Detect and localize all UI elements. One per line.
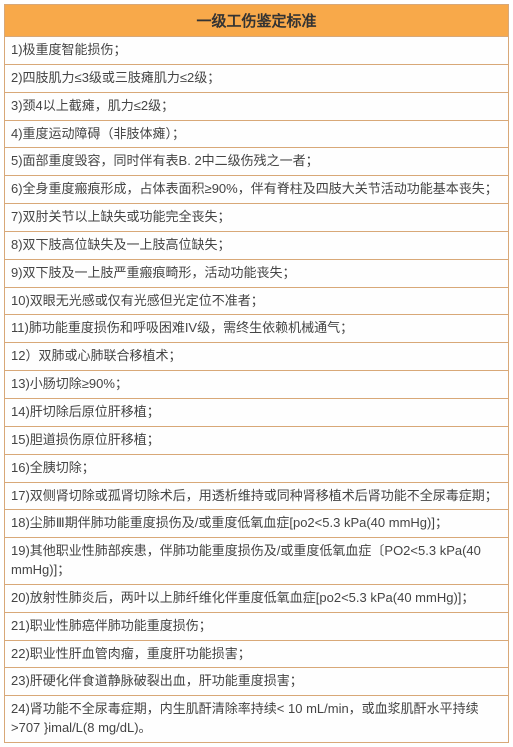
table-row: 24)肾功能不全尿毒症期，内生肌酐清除率持续< 10 mL/min，或血浆肌酐水… (5, 696, 508, 742)
table-row: 20)放射性肺炎后，两叶以上肺纤维化伴重度低氧血症[po2<5.3 kPa(40… (5, 585, 508, 613)
table-row: 11)肺功能重度损伤和呼吸困难IV级，需终生依赖机械通气； (5, 315, 508, 343)
table-row: 6)全身重度瘢痕形成，占体表面积≥90%，伴有脊柱及四肢大关节活动功能基本丧失； (5, 176, 508, 204)
table-row: 21)职业性肺癌伴肺功能重度损伤； (5, 613, 508, 641)
table-row: 7)双肘关节以上缺失或功能完全丧失； (5, 204, 508, 232)
table-row: 1)极重度智能损伤； (5, 37, 508, 65)
table-row: 2)四肢肌力≤3级或三肢瘫肌力≤2级； (5, 65, 508, 93)
table-row: 19)其他职业性肺部疾患，伴肺功能重度损伤及/或重度低氧血症〔PO2<5.3 k… (5, 538, 508, 585)
table-row: 16)全胰切除； (5, 455, 508, 483)
table-row: 4)重度运动障碍（非肢体瘫）； (5, 121, 508, 149)
table-row: 22)职业性肝血管肉瘤，重度肝功能损害； (5, 641, 508, 669)
table-row: 13)小肠切除≥90%； (5, 371, 508, 399)
standards-table: 一级工伤鉴定标准 1)极重度智能损伤；2)四肢肌力≤3级或三肢瘫肌力≤2级；3)… (4, 4, 509, 743)
table-row: 23)肝硬化伴食道静脉破裂出血，肝功能重度损害； (5, 668, 508, 696)
table-row: 3)颈4以上截瘫，肌力≤2级； (5, 93, 508, 121)
table-row: 14)肝切除后原位肝移植； (5, 399, 508, 427)
table-header: 一级工伤鉴定标准 (5, 5, 508, 37)
table-body: 1)极重度智能损伤；2)四肢肌力≤3级或三肢瘫肌力≤2级；3)颈4以上截瘫，肌力… (5, 37, 508, 742)
table-row: 5)面部重度毁容，同时伴有表B. 2中二级伤残之一者； (5, 148, 508, 176)
table-row: 9)双下肢及一上肢严重瘢痕畸形，活动功能丧失； (5, 260, 508, 288)
table-row: 10)双眼无光感或仅有光感但光定位不准者； (5, 288, 508, 316)
table-row: 8)双下肢高位缺失及一上肢高位缺失； (5, 232, 508, 260)
table-row: 15)胆道损伤原位肝移植； (5, 427, 508, 455)
table-row: 18)尘肺Ⅲ期伴肺功能重度损伤及/或重度低氧血症[po2<5.3 kPa(40 … (5, 510, 508, 538)
table-row: 17)双侧肾切除或孤肾切除术后，用透析维持或同种肾移植术后肾功能不全尿毒症期； (5, 483, 508, 511)
table-row: 12）双肺或心肺联合移植术； (5, 343, 508, 371)
